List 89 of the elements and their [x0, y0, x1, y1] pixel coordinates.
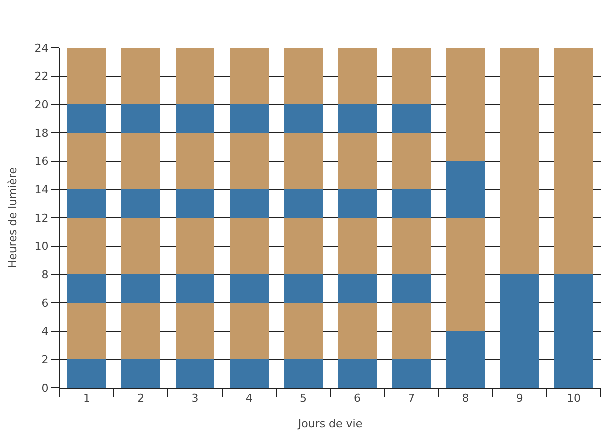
- bar: [338, 218, 378, 275]
- bar: [554, 274, 594, 388]
- bar: [122, 190, 161, 218]
- bar: [284, 218, 323, 275]
- bar: [230, 303, 269, 360]
- bar: [122, 360, 161, 388]
- bar: [68, 218, 107, 275]
- bar: [68, 48, 107, 105]
- bar: [176, 218, 215, 275]
- y-tick-label: 20: [34, 98, 49, 112]
- bar: [338, 360, 378, 388]
- x-tick-label: 1: [84, 392, 91, 406]
- bar: [392, 133, 432, 190]
- bar: [176, 303, 215, 360]
- bar: [446, 331, 486, 388]
- bar: [392, 218, 432, 275]
- bar: [68, 303, 107, 360]
- bar: [392, 48, 432, 105]
- bar: [230, 274, 269, 303]
- bar: [68, 104, 107, 133]
- bar: [338, 303, 378, 360]
- x-tick-label: 6: [354, 392, 362, 406]
- bar: [176, 104, 215, 133]
- bar: [230, 218, 269, 275]
- bar: [122, 303, 161, 360]
- bar: [68, 190, 107, 218]
- bar: [392, 360, 432, 388]
- bar: [392, 303, 432, 360]
- bar: [284, 274, 323, 303]
- bar: [284, 48, 323, 105]
- bar: [500, 274, 540, 388]
- bar: [392, 274, 432, 303]
- x-tick-label: 5: [300, 392, 307, 406]
- bar: [68, 274, 107, 303]
- bar: [284, 133, 323, 190]
- bar: [284, 303, 323, 360]
- bar: [338, 133, 378, 190]
- y-tick-label: 4: [42, 325, 49, 338]
- bar: [176, 274, 215, 303]
- y-tick-label: 14: [34, 184, 49, 197]
- y-tick-label: 10: [34, 240, 49, 254]
- bar: [446, 48, 486, 162]
- y-tick-label: 12: [34, 212, 49, 225]
- bar: [176, 133, 215, 190]
- y-tick-label: 18: [34, 126, 49, 140]
- x-axis-title: Jours de vie: [297, 417, 363, 430]
- bar: [554, 48, 594, 275]
- y-tick-label: 8: [42, 268, 49, 282]
- x-tick-label: 2: [138, 392, 145, 406]
- bar: [446, 218, 486, 332]
- bar: [122, 274, 161, 303]
- y-axis-title: Heures de lumière: [6, 167, 20, 269]
- bar: [230, 133, 269, 190]
- y-tick-label: 2: [42, 354, 49, 367]
- bar: [392, 190, 432, 218]
- x-tick-label: 3: [192, 392, 199, 406]
- x-tick-label: 4: [246, 392, 253, 406]
- x-tick-label: 7: [408, 392, 416, 406]
- bar: [122, 48, 161, 105]
- bar: [230, 104, 269, 133]
- bar: [122, 104, 161, 133]
- bar: [500, 48, 540, 275]
- bar: [68, 133, 107, 190]
- y-tick-label: 6: [42, 296, 49, 310]
- y-tick-label: 24: [34, 42, 49, 55]
- bar: [338, 190, 378, 218]
- x-tick-label: 8: [462, 392, 470, 406]
- y-tick-label: 22: [34, 70, 49, 84]
- bar: [122, 218, 161, 275]
- bar: [230, 360, 269, 388]
- y-tick-label: 16: [34, 155, 49, 168]
- bar: [284, 104, 323, 133]
- bar: [392, 104, 432, 133]
- bar: [230, 190, 269, 218]
- x-tick-label: 10: [566, 392, 581, 406]
- bar: [230, 48, 269, 105]
- bar: [338, 104, 378, 133]
- bar: [338, 274, 378, 303]
- x-tick-label: 9: [516, 392, 524, 406]
- bar: [284, 190, 323, 218]
- bar: [284, 360, 323, 388]
- y-tick-label: 0: [42, 382, 49, 395]
- bar: [338, 48, 378, 105]
- bar: [176, 360, 215, 388]
- bar: [176, 48, 215, 105]
- bar: [122, 133, 161, 190]
- bar: [176, 190, 215, 218]
- bar: [446, 161, 486, 218]
- bar: [68, 360, 107, 388]
